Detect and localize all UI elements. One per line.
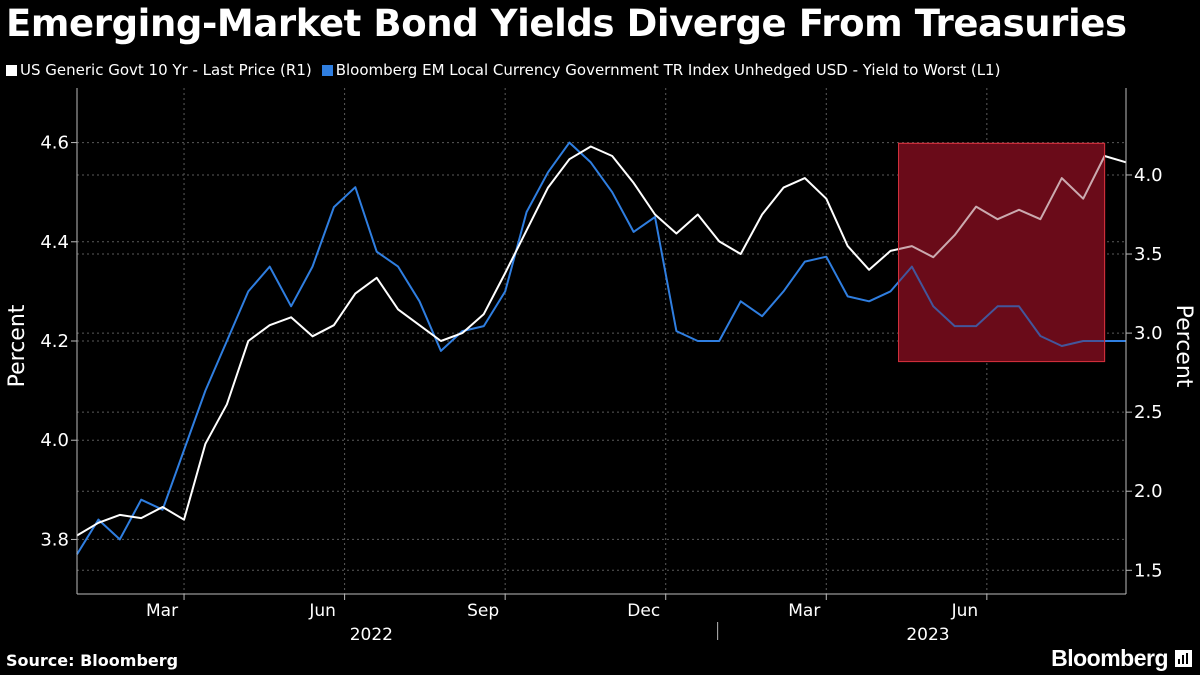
series-line-us10y [76, 145, 1127, 537]
legend: US Generic Govt 10 Yr - Last Price (R1) … [6, 61, 1010, 79]
legend-item-em-index: Bloomberg EM Local Currency Government T… [321, 61, 1001, 79]
legend-swatch-em-index [321, 64, 333, 76]
right-tick-label: 3.0 [1134, 323, 1163, 344]
source-note: Source: Bloomberg [6, 651, 179, 670]
legend-swatch-us10y [6, 64, 17, 76]
highlight-overlay [898, 142, 1106, 363]
right-tick-label: 2.0 [1134, 481, 1163, 502]
brand-name: Bloomberg [1051, 645, 1168, 671]
right-tick-label: 1.5 [1134, 560, 1163, 581]
x-tick-label: Jun [308, 601, 336, 621]
legend-label-em-index: Bloomberg EM Local Currency Government T… [335, 61, 1001, 79]
right-tick-label: 3.5 [1134, 244, 1163, 265]
left-tick-label: 4.4 [40, 232, 69, 253]
left-tick-label: 4.2 [40, 331, 69, 352]
chart-canvas: 3.8 4.0 4.2 4.4 4.6 1.5 2.0 2.5 3.0 3.5 4.0 Mar Jun S… [5, 88, 1196, 640]
left-tick-label: 3.8 [40, 529, 69, 550]
series-line-em-index [76, 141, 1126, 555]
x-tick-label: Mar [146, 601, 178, 621]
bloomberg-terminal-icon [1175, 650, 1192, 667]
x-year-label: 2022 [350, 625, 393, 640]
x-tick-label: Jun [951, 601, 979, 621]
right-axis-title: Percent [1171, 305, 1196, 388]
brand-logo: Bloomberg [1051, 645, 1192, 672]
left-tick-label: 4.6 [40, 133, 69, 154]
x-tick-label: Mar [788, 601, 820, 621]
left-tick-label: 4.0 [40, 430, 69, 451]
x-tick-label: Dec [627, 601, 660, 621]
chart-title: Emerging-Market Bond Yields Diverge From… [6, 2, 1127, 45]
right-tick-label: 4.0 [1134, 165, 1163, 186]
left-axis-title: Percent [5, 304, 30, 387]
legend-label-us10y: US Generic Govt 10 Yr - Last Price (R1) [20, 61, 312, 79]
legend-item-us10y: US Generic Govt 10 Yr - Last Price (R1) [6, 61, 312, 79]
x-year-label: 2023 [906, 625, 949, 640]
right-tick-label: 2.5 [1134, 402, 1163, 423]
x-tick-label: Sep [467, 601, 499, 621]
